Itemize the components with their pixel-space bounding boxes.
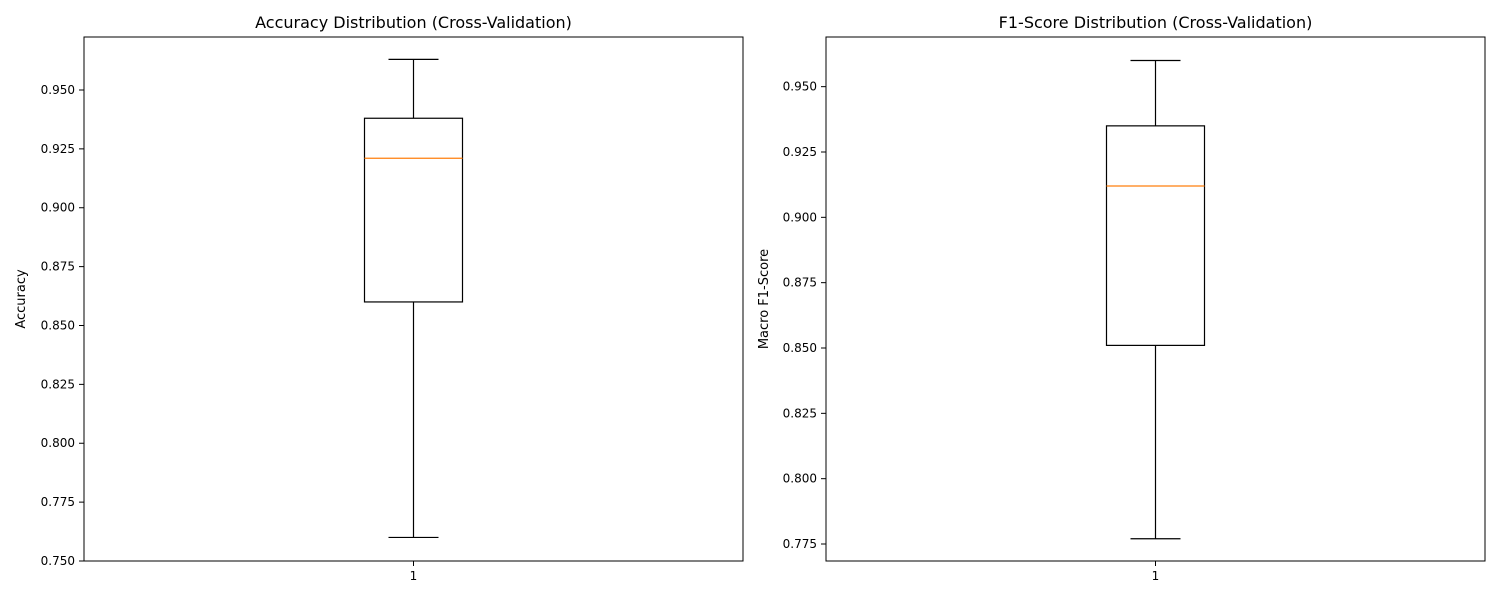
y-axis-label: Macro F1-Score xyxy=(757,249,772,349)
y-tick-label: 0.950 xyxy=(41,83,75,97)
y-tick-label: 0.925 xyxy=(41,142,75,156)
y-tick-label: 0.800 xyxy=(41,436,75,450)
f1-score-chart-panel: F1-Score Distribution (Cross-Validation)… xyxy=(757,13,1486,583)
y-tick-label: 0.950 xyxy=(783,80,817,94)
x-tick-label: 1 xyxy=(410,569,418,583)
box-plot xyxy=(363,58,464,539)
y-tick-label: 0.875 xyxy=(41,260,75,274)
y-tick-label: 0.775 xyxy=(41,495,75,509)
iqr-box xyxy=(1105,125,1206,346)
accuracy-chart-panel: Accuracy Distribution (Cross-Validation)… xyxy=(14,13,744,583)
y-tick-label: 0.925 xyxy=(783,145,817,159)
y-tick-label: 0.875 xyxy=(783,276,817,290)
chart-title: Accuracy Distribution (Cross-Validation) xyxy=(255,13,572,32)
y-tick-label: 0.825 xyxy=(783,406,817,420)
y-tick-label: 0.750 xyxy=(41,554,75,568)
y-axis-label: Accuracy xyxy=(14,269,29,329)
y-ticks: 0.750 0.775 0.800 0.825 0.850 0.875 0.900 0.925… xyxy=(41,83,84,568)
y-tick-label: 0.900 xyxy=(783,210,817,224)
box-plot xyxy=(1105,59,1206,540)
y-ticks: 0.775 0.800 0.825 0.850 0.875 0.900 0.925 0.950 xyxy=(783,80,826,551)
y-tick-label: 0.825 xyxy=(41,377,75,391)
y-tick-label: 0.850 xyxy=(783,341,817,355)
x-ticks: 1 xyxy=(410,561,418,583)
y-tick-label: 0.900 xyxy=(41,201,75,215)
iqr-box xyxy=(363,117,464,303)
y-tick-label: 0.850 xyxy=(41,318,75,332)
plot-frame xyxy=(83,36,744,562)
chart-title: F1-Score Distribution (Cross-Validation) xyxy=(999,13,1313,32)
x-tick-label: 1 xyxy=(1152,569,1160,583)
plot-frame xyxy=(825,36,1486,562)
x-ticks: 1 xyxy=(1152,561,1160,583)
y-tick-label: 0.800 xyxy=(783,472,817,486)
y-tick-label: 0.775 xyxy=(783,537,817,551)
